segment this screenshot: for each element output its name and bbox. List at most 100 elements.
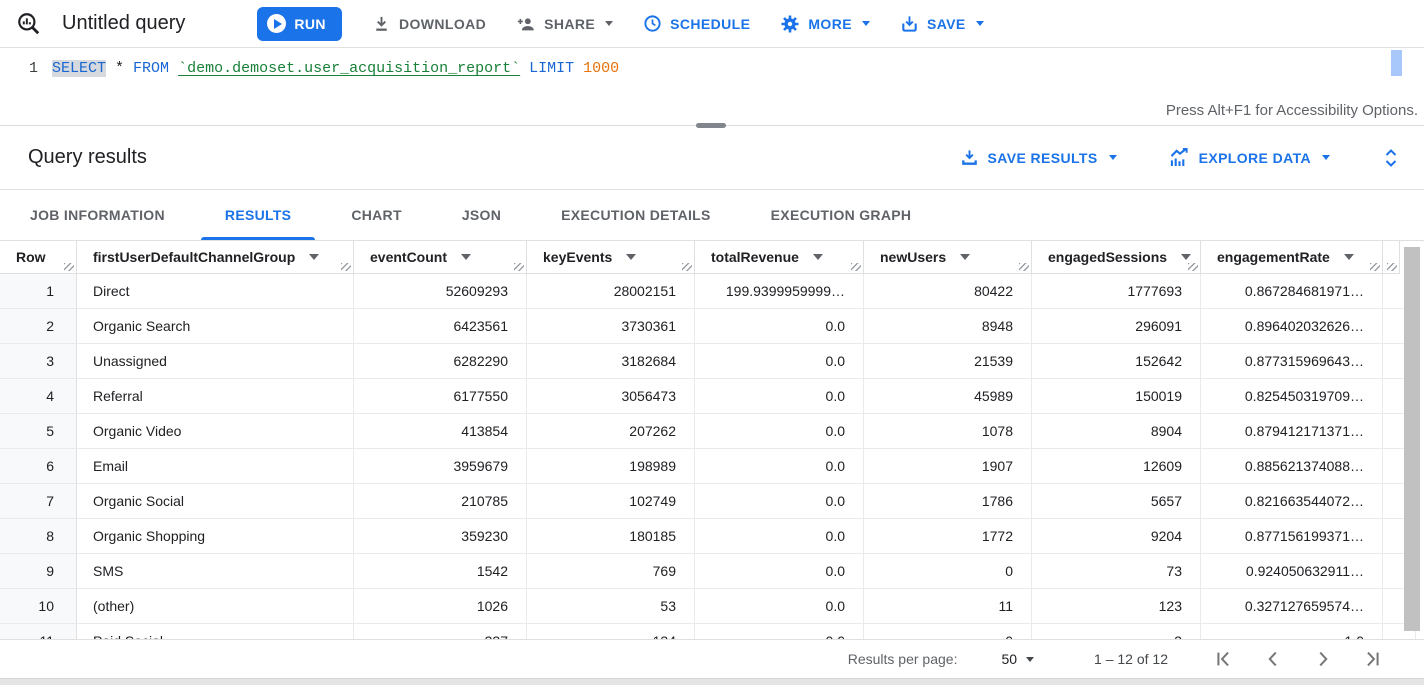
column-header-newUsers: newUsers (864, 241, 1032, 274)
tab-job-information[interactable]: JOB INFORMATION (0, 190, 195, 240)
pagination-bar: Results per page: 50 1 – 12 of 12 (0, 639, 1424, 678)
share-label: SHARE (544, 15, 596, 32)
column-menu-caret-icon[interactable] (461, 254, 471, 260)
page-size-select[interactable]: 50 (1001, 651, 1035, 667)
sql-editor: 1 SELECT * FROM `demo.demoset.user_acqui… (0, 44, 1424, 128)
table-cell: 1078 (864, 414, 1032, 449)
sql-token: LIMIT (529, 60, 575, 77)
column-menu-caret-icon[interactable] (812, 254, 823, 260)
results-tab-bar: JOB INFORMATION RESULTS CHART JSON EXECUTION… (0, 190, 1424, 241)
column-resize-handle[interactable] (1188, 263, 1198, 271)
column-label: keyEvents (543, 249, 613, 265)
person-add-icon (516, 14, 536, 34)
column-header-totalRevenue: totalRevenue (695, 241, 864, 274)
save-label: SAVE (926, 15, 966, 32)
table-cell: 21539 (864, 344, 1032, 379)
panel-resize-handle[interactable] (696, 123, 726, 128)
download-button[interactable]: DOWNLOAD (372, 14, 486, 33)
window-bottom-strip (0, 678, 1424, 685)
editor-scrollbar[interactable] (1391, 50, 1402, 76)
table-cell: 0.327127659574… (1201, 589, 1383, 624)
column-menu-caret-icon[interactable] (960, 254, 971, 260)
column-resize-handle[interactable] (341, 263, 351, 271)
column-header-engagedSessions: engagedSessions (1032, 241, 1201, 274)
tab-execution-details[interactable]: EXECUTION DETAILS (531, 190, 741, 240)
column-resize-handle[interactable] (1370, 263, 1380, 271)
save-button[interactable]: SAVE (900, 14, 984, 33)
table-row: 1 Direct 52609293 28002151 199.9399959999… 80… (0, 274, 1416, 309)
tab-chart[interactable]: CHART (321, 190, 432, 240)
column-resize-handle[interactable] (514, 263, 524, 271)
row-number-cell: 3 (0, 344, 77, 379)
previous-page-button[interactable] (1262, 648, 1284, 670)
next-page-button[interactable] (1312, 648, 1334, 670)
row-number-cell: 8 (0, 519, 77, 554)
table-cell: Organic Video (77, 414, 354, 449)
table-cell: 0.0 (695, 344, 864, 379)
query-magnifier-icon (14, 9, 44, 39)
table-cell: 0.924050632911… (1201, 554, 1383, 589)
table-cell: 3 (1032, 624, 1201, 639)
tab-results[interactable]: RESULTS (195, 190, 321, 240)
table-cell: 0.879412171371… (1201, 414, 1383, 449)
column-resize-handle[interactable] (851, 263, 861, 271)
query-tab-title: Untitled query (62, 12, 186, 34)
table-cell: 134 (527, 624, 695, 639)
table-cell: 0.896402032626… (1201, 309, 1383, 344)
table-scrollbar[interactable] (1404, 247, 1420, 631)
sql-token (574, 60, 583, 77)
table-cell: SMS (77, 554, 354, 589)
table-cell: 0.885621374088… (1201, 449, 1383, 484)
table-cell: 0.0 (695, 484, 864, 519)
pagination-range: 1 – 12 of 12 (1094, 651, 1168, 667)
table-cell: 0 (864, 554, 1032, 589)
share-button[interactable]: SHARE (516, 14, 614, 34)
more-button[interactable]: MORE (780, 14, 870, 34)
table-cell: 1786 (864, 484, 1032, 519)
schedule-button[interactable]: SCHEDULE (643, 14, 750, 33)
sql-token: FROM (133, 60, 170, 77)
column-resize-handle[interactable] (64, 263, 74, 271)
sql-query-line[interactable]: SELECT * FROM `demo.demoset.user_acquisi… (52, 60, 619, 77)
sql-token: SELECT (52, 60, 107, 77)
table-cell: 1026 (354, 589, 527, 624)
column-menu-caret-icon[interactable] (626, 254, 637, 260)
collapse-expand-button[interactable] (1382, 147, 1400, 169)
table-cell: 359230 (354, 519, 527, 554)
last-page-button[interactable] (1362, 648, 1384, 670)
run-button[interactable]: RUN (257, 6, 342, 41)
column-menu-caret-icon[interactable] (309, 254, 320, 260)
explore-data-button[interactable]: EXPLORE DATA (1169, 148, 1330, 167)
table-cell: 0.821663544072… (1201, 484, 1383, 519)
table-header-row: Row firstUserDefaultChannelGroup eventCoun… (0, 241, 1400, 274)
chevron-down-icon (605, 21, 614, 26)
results-table: Row firstUserDefaultChannelGroup eventCoun… (0, 241, 1424, 639)
tab-json[interactable]: JSON (432, 190, 531, 240)
table-cell: Email (77, 449, 354, 484)
column-resize-handle[interactable] (1387, 263, 1397, 271)
chevron-down-icon (1026, 656, 1035, 662)
table-cell: 0.825450319709… (1201, 379, 1383, 414)
chevron-down-icon (861, 21, 870, 26)
column-resize-handle[interactable] (682, 263, 692, 271)
table-cell: Organic Social (77, 484, 354, 519)
column-label: totalRevenue (711, 249, 799, 265)
tab-label: RESULTS (224, 207, 292, 223)
table-cell: 8904 (1032, 414, 1201, 449)
column-menu-caret-icon[interactable] (1181, 254, 1192, 260)
save-results-button[interactable]: SAVE RESULTS (960, 148, 1117, 167)
column-label: Row (16, 249, 46, 265)
column-resize-handle[interactable] (1019, 263, 1029, 271)
download-label: DOWNLOAD (398, 15, 487, 32)
column-menu-caret-icon[interactable] (1343, 254, 1354, 260)
table-cell: 11 (864, 589, 1032, 624)
accessibility-hint: Press Alt+F1 for Accessibility Options. (1165, 102, 1418, 119)
table-cell: 0.0 (695, 379, 864, 414)
table-row: 2 Organic Search 6423561 3730361 0.0 8948 2960… (0, 309, 1416, 344)
tab-execution-graph[interactable]: EXECUTION GRAPH (741, 190, 942, 240)
table-body: 1 Direct 52609293 28002151 199.9399959999… 80… (0, 274, 1424, 639)
first-page-button[interactable] (1212, 648, 1234, 670)
table-row: 5 Organic Video 413854 207262 0.0 1078 8904 0.8… (0, 414, 1416, 449)
more-label: MORE (808, 15, 852, 32)
table-cell: 0.867284681971… (1201, 274, 1383, 309)
